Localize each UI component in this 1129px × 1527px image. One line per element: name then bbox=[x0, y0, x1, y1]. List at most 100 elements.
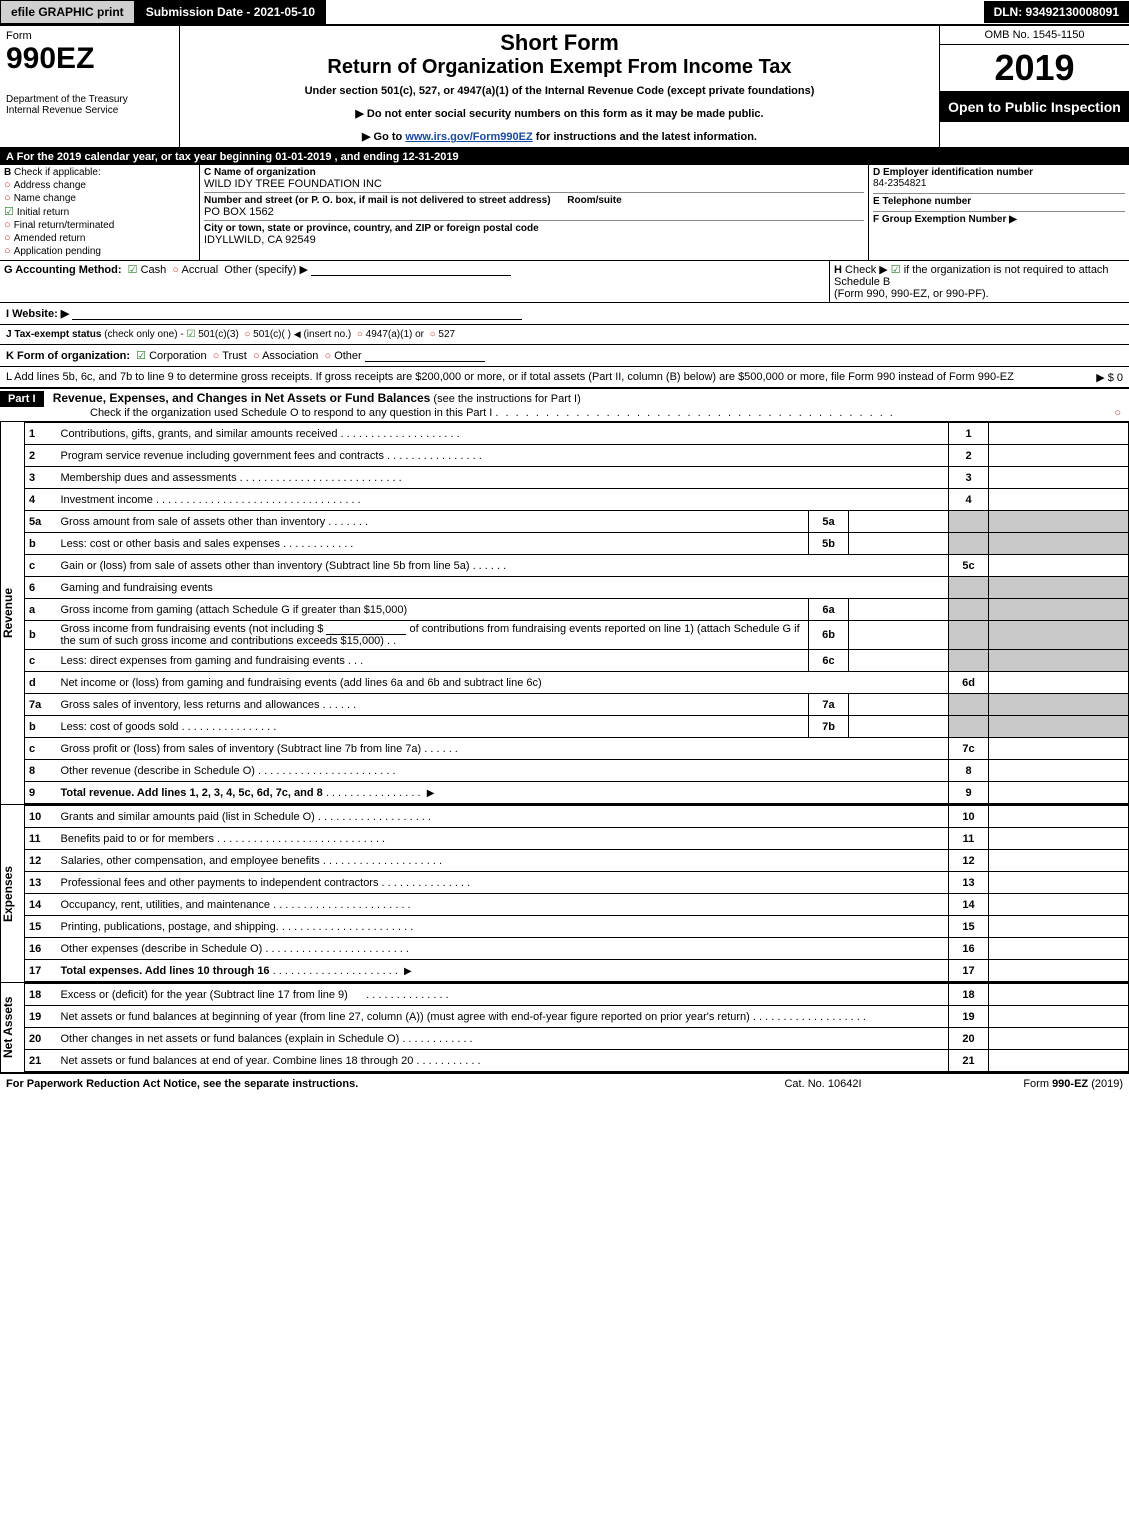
j-c: 501(c)( ) bbox=[253, 329, 291, 340]
k-assoc: Association bbox=[262, 350, 318, 362]
line-7b: b Less: cost of goods sold . . . . . . .… bbox=[25, 716, 1129, 738]
chk-amended-return[interactable]: Amended return bbox=[4, 232, 195, 244]
line-13: 13Professional fees and other payments t… bbox=[25, 872, 1129, 894]
part-i-check-line: Check if the organization used Schedule … bbox=[90, 407, 492, 419]
arrow-icon bbox=[404, 965, 412, 977]
part-i-header: Part I Revenue, Expenses, and Changes in… bbox=[0, 389, 1129, 422]
chk-trust[interactable] bbox=[213, 350, 223, 362]
line-7a-text: Gross sales of inventory, less returns a… bbox=[61, 699, 320, 711]
irs-link[interactable]: www.irs.gov/Form990EZ bbox=[405, 131, 532, 143]
c-name-label: C Name of organization bbox=[204, 167, 864, 178]
chk-final-return[interactable]: Final return/terminated bbox=[4, 219, 195, 231]
line-6d: d Net income or (loss) from gaming and f… bbox=[25, 672, 1129, 694]
line-12: 12Salaries, other compensation, and empl… bbox=[25, 850, 1129, 872]
line-7a: 7a Gross sales of inventory, less return… bbox=[25, 694, 1129, 716]
line-3: 3 Membership dues and assessments . . . … bbox=[25, 467, 1129, 489]
g-other: Other (specify) ▶ bbox=[224, 264, 308, 276]
line-20: 20Other changes in net assets or fund ba… bbox=[25, 1028, 1129, 1050]
chk-address-change[interactable]: Address change bbox=[4, 179, 195, 191]
insert-arrow-icon bbox=[294, 329, 301, 340]
footer-left: For Paperwork Reduction Act Notice, see … bbox=[6, 1078, 723, 1090]
part-i-checkbox[interactable]: ○ bbox=[1114, 407, 1129, 419]
line-6b-text1: Gross income from fundraising events (no… bbox=[61, 623, 324, 635]
efile-print-button[interactable]: efile GRAPHIC print bbox=[0, 0, 135, 24]
goto-instructions: ▶ Go to www.irs.gov/Form990EZ for instru… bbox=[190, 130, 929, 143]
k-other-input[interactable] bbox=[365, 350, 485, 362]
b-label: Check if applicable: bbox=[14, 167, 101, 178]
line-21-text: Net assets or fund balances at end of ye… bbox=[61, 1055, 414, 1067]
chk-application-pending[interactable]: Application pending bbox=[4, 245, 195, 257]
irs-label: Internal Revenue Service bbox=[6, 105, 173, 116]
form-number: 990EZ bbox=[6, 42, 173, 76]
line-6b-amount-input[interactable] bbox=[326, 623, 406, 635]
line-6a-text: Gross income from gaming (attach Schedul… bbox=[61, 604, 408, 616]
ssn-warning: ▶ Do not enter social security numbers o… bbox=[190, 107, 929, 120]
line-18-text: Excess or (deficit) for the year (Subtra… bbox=[61, 989, 348, 1001]
chk-name-change[interactable]: Name change bbox=[4, 192, 195, 204]
line-1-text: Contributions, gifts, grants, and simila… bbox=[61, 428, 338, 440]
footer-catno: Cat. No. 10642I bbox=[723, 1078, 923, 1090]
section-k: K Form of organization: Corporation Trus… bbox=[0, 345, 1129, 367]
l-amount: ▶ $ 0 bbox=[1096, 371, 1123, 384]
line-16-text: Other expenses (describe in Schedule O) bbox=[61, 943, 263, 955]
line-3-text: Membership dues and assessments bbox=[61, 472, 237, 484]
line-15: 15Printing, publications, postage, and s… bbox=[25, 916, 1129, 938]
chk-4947[interactable] bbox=[357, 329, 366, 340]
taxyear-text: For the 2019 calendar year, or tax year … bbox=[17, 151, 459, 163]
section-b-checkboxes: B Check if applicable: Address change Na… bbox=[0, 165, 200, 260]
g-label: G Accounting Method: bbox=[4, 264, 122, 276]
section-i: I Website: ▶ bbox=[0, 303, 1129, 325]
chk-other-org[interactable] bbox=[324, 350, 334, 362]
chk-501c3[interactable] bbox=[186, 329, 198, 340]
line-17: 17Total expenses. Add lines 10 through 1… bbox=[25, 960, 1129, 982]
line-6c-text: Less: direct expenses from gaming and fu… bbox=[61, 655, 345, 667]
arrow-icon bbox=[427, 787, 435, 799]
line-14: 14Occupancy, rent, utilities, and mainte… bbox=[25, 894, 1129, 916]
line-6: 6 Gaming and fundraising events bbox=[25, 577, 1129, 599]
chk-initial-return[interactable]: Initial return bbox=[4, 205, 195, 218]
form-header: Form 990EZ Department of the Treasury In… bbox=[0, 26, 1129, 149]
revenue-section: Revenue 1 Contributions, gifts, grants, … bbox=[0, 422, 1129, 805]
chk-cash[interactable] bbox=[128, 264, 141, 276]
d-ein-label: D Employer identification number bbox=[873, 167, 1125, 178]
chk-h[interactable] bbox=[891, 264, 904, 276]
section-l: L Add lines 5b, 6c, and 7b to line 9 to … bbox=[0, 367, 1129, 389]
line-12-text: Salaries, other compensation, and employ… bbox=[61, 855, 320, 867]
part-i-title: Revenue, Expenses, and Changes in Net As… bbox=[53, 391, 431, 405]
line-19: 19Net assets or fund balances at beginni… bbox=[25, 1006, 1129, 1028]
section-c-namebox: C Name of organization WILD IDY TREE FOU… bbox=[200, 165, 869, 260]
line-5c-text: Gain or (loss) from sale of assets other… bbox=[61, 560, 470, 572]
line-4-text: Investment income bbox=[61, 494, 153, 506]
expenses-tab: Expenses bbox=[0, 805, 24, 982]
line-13-text: Professional fees and other payments to … bbox=[61, 877, 379, 889]
line-5c: c Gain or (loss) from sale of assets oth… bbox=[25, 555, 1129, 577]
line-15-text: Printing, publications, postage, and shi… bbox=[61, 921, 279, 933]
revenue-table: 1 Contributions, gifts, grants, and simi… bbox=[24, 422, 1129, 804]
city-value: IDYLLWILD, CA 92549 bbox=[204, 234, 864, 246]
h-sub: (Form 990, 990-EZ, or 990-PF). bbox=[834, 288, 1125, 300]
section-def: D Employer identification number 84-2354… bbox=[869, 165, 1129, 260]
line-7c: c Gross profit or (loss) from sales of i… bbox=[25, 738, 1129, 760]
line-11: 11Benefits paid to or for members . . . … bbox=[25, 828, 1129, 850]
room-label: Room/suite bbox=[567, 195, 621, 206]
submission-date-button[interactable]: Submission Date - 2021-05-10 bbox=[135, 0, 326, 24]
org-name: WILD IDY TREE FOUNDATION INC bbox=[204, 178, 864, 190]
line-6d-text: Net income or (loss) from gaming and fun… bbox=[61, 677, 542, 689]
netassets-table: 18Excess or (deficit) for the year (Subt… bbox=[24, 983, 1129, 1072]
website-input[interactable] bbox=[72, 308, 522, 320]
line-6c: c Less: direct expenses from gaming and … bbox=[25, 650, 1129, 672]
line-8-text: Other revenue (describe in Schedule O) bbox=[61, 765, 255, 777]
d-ein-value: 84-2354821 bbox=[873, 178, 1125, 189]
goto-post: for instructions and the latest informat… bbox=[536, 131, 757, 143]
j-a1: 4947(a)(1) or bbox=[366, 329, 424, 340]
line-17-text: Total expenses. Add lines 10 through 16 bbox=[61, 965, 270, 977]
tax-year: 2019 bbox=[940, 45, 1129, 92]
chk-association[interactable] bbox=[253, 350, 262, 362]
street-label: Number and street (or P. O. box, if mail… bbox=[204, 195, 551, 206]
chk-501c[interactable] bbox=[244, 329, 253, 340]
g-other-input[interactable] bbox=[311, 264, 511, 276]
omb-number: OMB No. 1545-1150 bbox=[940, 26, 1129, 45]
g-accrual: Accrual bbox=[181, 264, 218, 276]
chk-corporation[interactable] bbox=[136, 350, 149, 362]
section-j: J Tax-exempt status (check only one) - 5… bbox=[0, 325, 1129, 345]
